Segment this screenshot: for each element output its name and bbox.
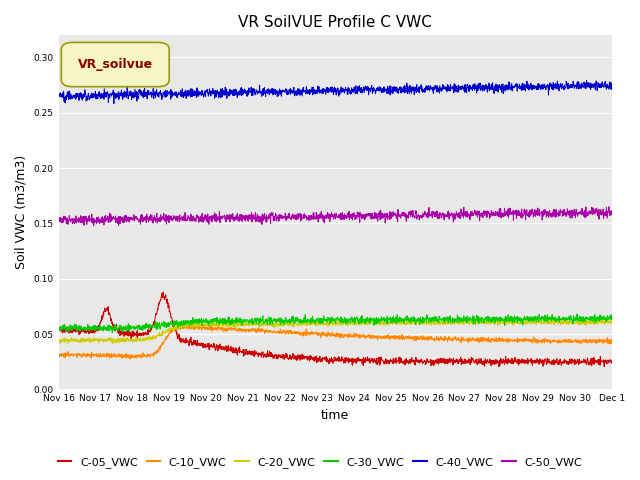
C-20_VWC [593, 321, 600, 326]
C-50_VWC [592, 208, 600, 214]
C-50_VWC [83, 221, 91, 227]
C-10_VWC [83, 353, 91, 359]
C-10_VWC [54, 352, 62, 358]
C-20_VWC [54, 338, 62, 344]
Y-axis label: Soil VWC (m3/m3): Soil VWC (m3/m3) [15, 155, 28, 269]
C-20_VWC [552, 316, 559, 322]
C-30_VWC [573, 311, 580, 317]
C-20_VWC [592, 319, 600, 325]
C-10_VWC [592, 339, 600, 345]
C-40_VWC [54, 94, 62, 99]
Line: C-40_VWC: C-40_VWC [58, 81, 612, 104]
C-05_VWC [592, 359, 600, 364]
C-20_VWC [324, 323, 332, 329]
C-05_VWC [600, 364, 608, 370]
Line: C-30_VWC: C-30_VWC [58, 314, 612, 333]
C-40_VWC [593, 79, 600, 84]
C-50_VWC [309, 210, 317, 216]
C-50_VWC [605, 204, 612, 210]
C-10_VWC [195, 322, 202, 327]
Text: VR_soilvue: VR_soilvue [78, 58, 153, 71]
Line: C-20_VWC: C-20_VWC [58, 319, 612, 343]
Line: C-10_VWC: C-10_VWC [58, 324, 612, 359]
C-40_VWC [110, 101, 118, 107]
C-05_VWC [608, 360, 616, 366]
C-50_VWC [592, 208, 600, 214]
C-30_VWC [592, 318, 600, 324]
C-05_VWC [309, 354, 317, 360]
C-10_VWC [491, 338, 499, 344]
C-10_VWC [324, 331, 332, 336]
C-50_VWC [324, 212, 332, 218]
Line: C-05_VWC: C-05_VWC [58, 292, 612, 367]
Title: VR SoilVUE Profile C VWC: VR SoilVUE Profile C VWC [238, 15, 432, 30]
C-05_VWC [491, 359, 499, 365]
C-20_VWC [83, 336, 91, 342]
C-40_VWC [592, 78, 600, 84]
C-10_VWC [310, 330, 317, 336]
C-20_VWC [64, 340, 72, 346]
C-20_VWC [309, 319, 317, 325]
C-40_VWC [582, 78, 590, 84]
C-30_VWC [608, 312, 616, 318]
Legend: C-05_VWC, C-10_VWC, C-20_VWC, C-30_VWC, C-40_VWC, C-50_VWC: C-05_VWC, C-10_VWC, C-20_VWC, C-30_VWC, … [53, 452, 587, 472]
C-30_VWC [54, 327, 62, 333]
C-50_VWC [90, 223, 97, 228]
C-40_VWC [83, 94, 91, 99]
C-50_VWC [608, 212, 616, 217]
C-30_VWC [324, 315, 332, 321]
C-20_VWC [608, 321, 616, 326]
C-30_VWC [309, 317, 317, 323]
C-30_VWC [83, 327, 91, 333]
C-05_VWC [83, 328, 91, 334]
C-10_VWC [593, 341, 600, 347]
FancyBboxPatch shape [61, 42, 169, 87]
C-40_VWC [324, 85, 332, 91]
Line: C-50_VWC: C-50_VWC [58, 207, 612, 226]
C-05_VWC [54, 326, 62, 332]
C-40_VWC [309, 84, 317, 90]
C-05_VWC [592, 360, 600, 365]
C-05_VWC [324, 358, 332, 364]
C-10_VWC [608, 338, 616, 344]
C-05_VWC [159, 289, 167, 295]
X-axis label: time: time [321, 409, 349, 422]
C-50_VWC [491, 210, 499, 216]
C-30_VWC [108, 330, 116, 336]
C-40_VWC [491, 86, 499, 92]
C-20_VWC [491, 322, 499, 327]
C-40_VWC [608, 81, 616, 86]
C-30_VWC [593, 315, 600, 321]
C-10_VWC [126, 356, 134, 362]
C-30_VWC [491, 319, 499, 324]
C-50_VWC [54, 219, 62, 225]
